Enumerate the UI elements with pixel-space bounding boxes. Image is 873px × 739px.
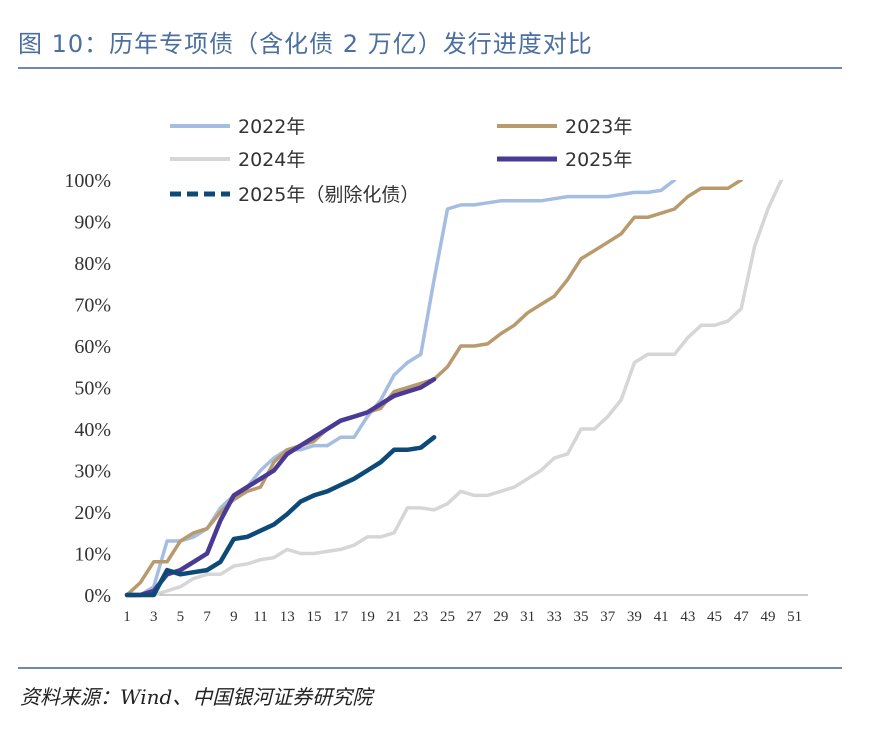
x-tick-label: 45 (707, 609, 722, 625)
x-tick-label: 7 (203, 609, 211, 625)
source-note: 资料来源：Wind、中国银河证券研究院 (20, 685, 373, 709)
legend-label-0: 2022年 (238, 116, 305, 138)
x-tick-label: 3 (150, 609, 158, 625)
x-tick-label: 35 (574, 609, 589, 625)
x-tick-label: 27 (467, 609, 483, 625)
title-rule (18, 67, 842, 69)
x-tick-label: 25 (440, 609, 455, 625)
series-group (124, 180, 784, 598)
x-tick-label: 5 (177, 609, 185, 625)
y-tick-label: 60% (74, 336, 111, 358)
x-tick-label: 9 (230, 609, 238, 625)
legend-label-3: 2025年 (565, 149, 632, 171)
y-tick-label: 10% (74, 544, 111, 566)
legend-label-4: 2025年（剔除化债） (238, 184, 419, 206)
y-tick-label: 30% (74, 461, 111, 483)
y-tick-label: 100% (64, 170, 111, 192)
x-tick-label: 41 (654, 609, 669, 625)
y-tick-label: 80% (74, 253, 111, 275)
series-line-2 (125, 180, 784, 597)
legend-group: 2022年 2023年 2024年 2025年 2025年（剔除化债） (170, 116, 632, 206)
source-rule (18, 667, 842, 669)
x-tick-label: 49 (760, 609, 775, 625)
series-line-4 (124, 435, 437, 598)
series-line-0 (125, 180, 677, 597)
x-tick-label: 13 (280, 609, 295, 625)
x-tick-label: 51 (787, 609, 802, 625)
x-tick-label: 43 (680, 609, 695, 625)
y-tick-label: 20% (74, 502, 111, 524)
x-tick-label: 29 (493, 609, 508, 625)
y-tick-label: 40% (74, 419, 111, 441)
x-tick-label: 21 (387, 609, 402, 625)
legend-label-1: 2023年 (565, 116, 632, 138)
x-tick-label: 17 (333, 609, 349, 625)
axes-group: 0%10%20%30%40%50%60%70%80%90%100%1 3 5 7 9 11… (64, 170, 808, 625)
y-tick-label: 50% (74, 378, 111, 400)
y-tick-label: 90% (74, 212, 111, 234)
figure-title: 图 10：历年专项债（含化债 2 万亿）发行进度对比 (18, 30, 593, 58)
x-tick-label: 47 (734, 609, 750, 625)
x-tick-label: 39 (627, 609, 642, 625)
y-tick-label: 0% (84, 585, 111, 607)
x-tick-label: 37 (600, 609, 616, 625)
x-tick-label: 11 (253, 609, 267, 625)
x-tick-label: 19 (360, 609, 375, 625)
x-tick-label: 1 (123, 609, 131, 625)
x-tick-label: 23 (413, 609, 428, 625)
y-tick-label: 70% (74, 295, 111, 317)
series-line-3 (124, 376, 437, 598)
x-tick-label: 31 (520, 609, 535, 625)
x-tick-label: 15 (306, 609, 321, 625)
series-line-1 (125, 180, 743, 597)
legend-label-2: 2024年 (238, 149, 305, 171)
x-tick-label: 33 (547, 609, 562, 625)
